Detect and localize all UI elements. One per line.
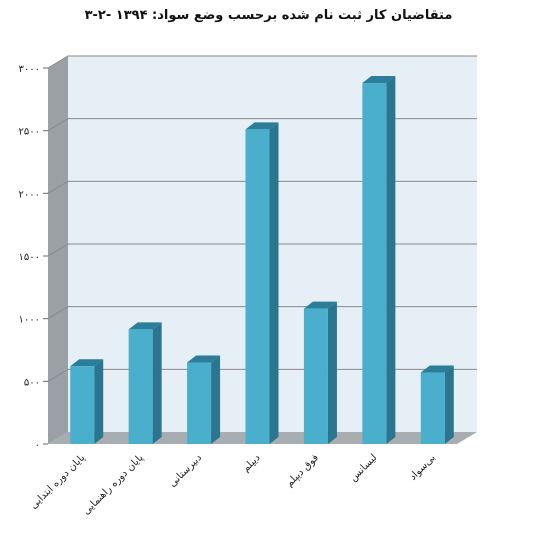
bar xyxy=(245,122,279,444)
bar-front xyxy=(420,372,445,444)
bar xyxy=(303,301,337,444)
bar-side xyxy=(386,76,396,444)
chart-title: ۳-۲- متقاضیان کار ثبت نام شده برحسب وضع … xyxy=(84,8,453,23)
bar-top xyxy=(128,322,162,330)
gridlines xyxy=(47,55,477,382)
bar-top xyxy=(245,122,279,130)
y-tick-label: ۵۰۰ xyxy=(24,377,40,388)
gridline xyxy=(47,180,477,194)
x-category-label: دبیرستانی xyxy=(167,452,204,489)
y-tick-label: ۱۵۰۰ xyxy=(19,252,40,263)
y-tick-label: ۳۰۰۰ xyxy=(19,64,40,75)
bar-side xyxy=(444,365,454,444)
bar xyxy=(362,76,396,444)
bars xyxy=(70,76,454,444)
gridline xyxy=(47,243,477,257)
x-category-label: پایان دوره راهنمایی xyxy=(81,452,146,517)
bar-top xyxy=(187,355,221,363)
bar-top xyxy=(70,359,104,367)
gridline xyxy=(47,55,477,69)
bar-top xyxy=(362,76,396,84)
bar xyxy=(420,365,454,444)
x-category-label: دیپلم xyxy=(241,452,263,474)
gridline xyxy=(47,306,477,320)
bar xyxy=(70,359,104,444)
bar-side xyxy=(269,122,279,444)
bar-front xyxy=(187,362,212,444)
bar-side xyxy=(94,359,104,444)
y-axis-ticks: ۰ ۵۰۰ ۱۰۰۰ ۱۵۰۰ ۲۰۰۰ ۲۵۰۰ ۳۰۰۰ xyxy=(19,64,48,451)
bar-top xyxy=(420,365,454,373)
bar-top xyxy=(303,301,337,309)
bar-front xyxy=(128,329,153,444)
gridline xyxy=(47,118,477,132)
y-tick-label: ۲۵۰۰ xyxy=(19,127,40,138)
x-category-label: لیسانس xyxy=(348,452,380,484)
bar xyxy=(187,355,221,444)
gridline xyxy=(47,368,477,382)
y-tick-label: ۱۰۰۰ xyxy=(19,315,40,326)
x-category-label: پایان دوره ابتدایی xyxy=(28,452,87,511)
bar-front xyxy=(245,129,270,444)
bar-front xyxy=(70,366,95,444)
x-category-label: بی‌سواد xyxy=(408,452,438,482)
bar xyxy=(128,322,162,444)
bar-side xyxy=(152,322,162,444)
bar-front xyxy=(303,308,328,444)
bar-side xyxy=(211,355,221,444)
bar-front xyxy=(362,83,387,444)
y-tick-label: ۲۰۰۰ xyxy=(19,189,40,200)
x-category-label: فوق دیپلم xyxy=(284,452,321,489)
y-tick-label: ۰ xyxy=(35,440,40,451)
bar-side xyxy=(327,301,337,444)
